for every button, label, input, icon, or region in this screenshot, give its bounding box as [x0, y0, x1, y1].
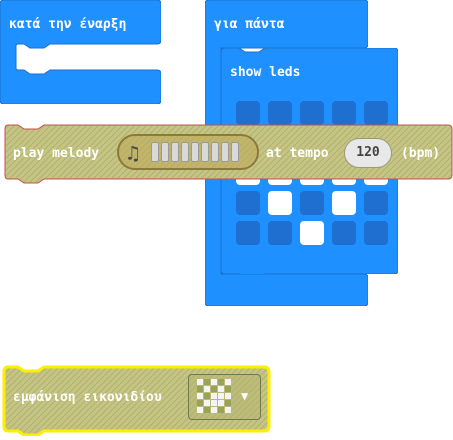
led-cell[interactable] — [236, 101, 260, 125]
tempo-input[interactable]: 120 — [344, 138, 392, 168]
led-cell[interactable] — [364, 221, 388, 245]
led-cell[interactable] — [268, 221, 292, 245]
led-cell[interactable] — [332, 191, 356, 215]
melody-note-cell — [221, 142, 229, 162]
led-cell[interactable] — [300, 101, 324, 125]
show-icon-label: εμφάνιση εικονιδίου — [13, 390, 162, 405]
melody-cells — [151, 142, 239, 162]
icon-pixel — [211, 407, 217, 413]
icon-pixel — [197, 400, 203, 406]
icon-preview — [197, 379, 233, 415]
icon-pixel — [225, 386, 231, 392]
melody-note-cell — [201, 142, 209, 162]
icon-pixel — [211, 400, 217, 406]
bpm-label: (bpm) — [401, 146, 441, 161]
icon-pixel — [218, 386, 224, 392]
melody-note-cell — [231, 142, 239, 162]
icon-pixel — [197, 393, 203, 399]
icon-pixel — [225, 393, 231, 399]
icon-pixel — [225, 379, 231, 385]
melody-note-cell — [151, 142, 159, 162]
icon-pixel — [218, 407, 224, 413]
icon-pixel — [204, 393, 210, 399]
icon-pixel — [204, 400, 210, 406]
melody-note-cell — [191, 142, 199, 162]
icon-pixel — [225, 400, 231, 406]
icon-pixel — [218, 400, 224, 406]
icon-pixel — [197, 407, 203, 413]
icon-dropdown[interactable]: ▼ — [188, 374, 261, 420]
chevron-down-icon: ▼ — [241, 389, 249, 403]
icon-pixel — [204, 379, 210, 385]
icon-pixel — [204, 386, 210, 392]
icon-pixel — [211, 393, 217, 399]
led-cell[interactable] — [364, 191, 388, 215]
melody-note-cell — [161, 142, 169, 162]
icon-pixel — [218, 379, 224, 385]
music-note-icon: ♫ — [127, 141, 140, 165]
led-cell[interactable] — [236, 191, 260, 215]
led-cell[interactable] — [236, 221, 260, 245]
icon-pixel — [197, 386, 203, 392]
play-melody-label: play melody — [13, 146, 100, 161]
show-leds-label: show leds — [230, 65, 301, 80]
at-tempo-label: at tempo — [266, 146, 329, 161]
icon-pixel — [211, 379, 217, 385]
led-cell[interactable] — [268, 101, 292, 125]
on-start-block[interactable]: κατά την έναρξη — [0, 0, 162, 105]
led-cell[interactable] — [300, 221, 324, 245]
icon-pixel — [204, 407, 210, 413]
icon-pixel — [225, 407, 231, 413]
melody-note-cell — [181, 142, 189, 162]
melody-note-cell — [171, 142, 179, 162]
melody-field[interactable]: ♫ — [117, 134, 259, 170]
icon-pixel — [197, 379, 203, 385]
icon-pixel — [218, 393, 224, 399]
led-cell[interactable] — [332, 221, 356, 245]
on-start-label: κατά την έναρξη — [9, 17, 127, 32]
led-cell[interactable] — [364, 101, 388, 125]
led-cell[interactable] — [300, 191, 324, 215]
melody-note-cell — [211, 142, 219, 162]
forever-label: για πάντα — [214, 17, 285, 32]
led-cell[interactable] — [268, 191, 292, 215]
icon-pixel — [211, 386, 217, 392]
led-cell[interactable] — [332, 101, 356, 125]
